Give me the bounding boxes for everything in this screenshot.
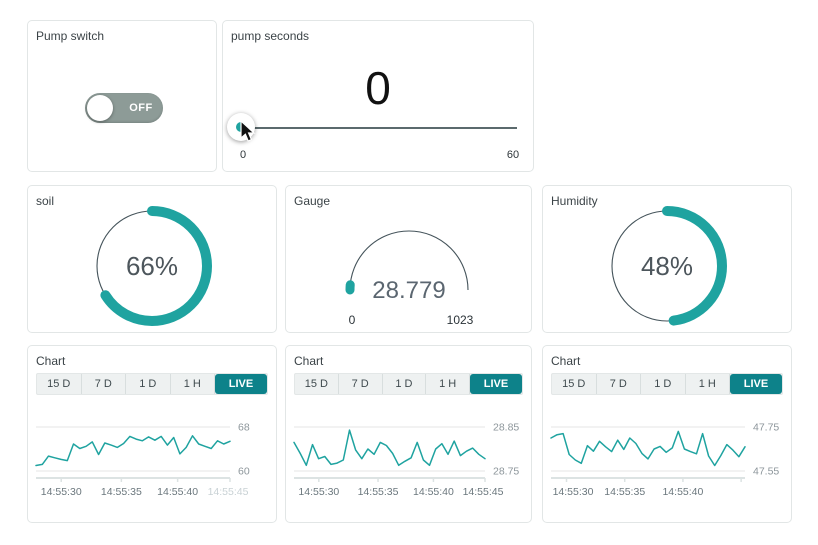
x-axis-tick-label: 14:55:30 (298, 486, 339, 498)
range-button-15d[interactable]: 15 D (37, 374, 82, 394)
range-button-live[interactable]: LIVE (730, 374, 782, 394)
pump-seconds-widget: pump seconds 0 0 60 (222, 20, 534, 172)
slider-max-label: 60 (506, 149, 520, 161)
widget-title: Humidity (551, 194, 598, 208)
range-button-1h[interactable]: 1 H (426, 374, 470, 394)
humidity-percentage-widget: Humidity 48% (542, 185, 792, 333)
pump-switch-widget: Pump switch OFF (27, 20, 217, 172)
gauge-value-label: 28.779 (372, 277, 445, 304)
x-axis-tick-label: 14:55:45 (463, 486, 504, 498)
chart-title: Chart (294, 354, 324, 368)
widget-title: soil (36, 194, 55, 208)
analog-gauge-widget: Gauge 28.779 0 1023 (285, 185, 532, 333)
slider-value: 0 (365, 62, 391, 114)
range-button-15d[interactable]: 15 D (295, 374, 339, 394)
line-chart: 68 60 14:55:30 14:55:35 14:55:40 14:55:45 (35, 422, 250, 498)
x-axis-tick-label: 14:55:40 (157, 486, 198, 498)
gauge-min-label: 0 (348, 313, 355, 327)
slider-handle-dot (236, 122, 246, 132)
range-button-1h[interactable]: 1 H (171, 374, 215, 394)
x-axis-tick-label: 14:55:35 (358, 486, 399, 498)
range-button-1d[interactable]: 1 D (383, 374, 427, 394)
range-button-7d[interactable]: 7 D (339, 374, 383, 394)
x-axis-tick-label: 14:55:40 (662, 486, 703, 498)
slider-track[interactable] (239, 127, 517, 129)
range-button-1d[interactable]: 1 D (126, 374, 171, 394)
widget-title: Pump switch (36, 29, 105, 43)
humidity-value-label: 48% (641, 251, 693, 281)
pump-toggle-switch[interactable]: OFF (85, 93, 163, 123)
gauge-max-label: 1023 (446, 313, 473, 327)
chart-title: Chart (36, 354, 66, 368)
line-chart: 28.85 28.75 14:55:30 14:55:35 14:55:40 14:55:… (293, 422, 519, 498)
soil-donut-gauge: 66% (92, 206, 212, 326)
y-axis-top-label: 28.85 (493, 422, 519, 434)
humidity-donut-gauge: 48% (607, 206, 727, 326)
range-button-live[interactable]: LIVE (215, 374, 267, 394)
soil-percentage-widget: soil 66% (27, 185, 277, 333)
range-button-1d[interactable]: 1 D (641, 374, 686, 394)
widget-title: pump seconds (231, 29, 310, 43)
x-axis-tick-label: 14:55:35 (604, 486, 645, 498)
chart-title: Chart (551, 354, 581, 368)
x-axis-tick-label: 14:55:30 (553, 486, 594, 498)
range-button-7d[interactable]: 7 D (82, 374, 126, 394)
y-axis-bottom-label: 60 (238, 466, 250, 478)
x-axis-tick-label: 14:55:40 (413, 486, 454, 498)
x-axis-tick-label: 14:55:30 (41, 486, 82, 498)
range-button-1h[interactable]: 1 H (686, 374, 730, 394)
line-chart: 47.75 47.55 14:55:30 14:55:35 14:55:40 (550, 422, 779, 498)
range-button-15d[interactable]: 15 D (552, 374, 597, 394)
y-axis-top-label: 68 (238, 422, 250, 434)
toggle-knob[interactable] (87, 95, 113, 121)
y-axis-top-label: 47.75 (753, 422, 779, 434)
slider-min-label: 0 (239, 149, 247, 161)
range-button-live[interactable]: LIVE (470, 374, 522, 394)
y-axis-bottom-label: 28.75 (493, 466, 519, 478)
x-axis-tick-label: 14:55:35 (101, 486, 142, 498)
widget-title: Gauge (294, 194, 331, 208)
slider-handle[interactable] (227, 113, 255, 141)
range-button-7d[interactable]: 7 D (597, 374, 641, 394)
soil-value-label: 66% (126, 251, 178, 281)
y-axis-bottom-label: 47.55 (753, 466, 779, 478)
toggle-state-label: OFF (129, 102, 153, 114)
semicircle-gauge: 28.779 0 1023 (344, 230, 473, 327)
x-axis-tick-label: 14:55:45 (208, 486, 249, 498)
